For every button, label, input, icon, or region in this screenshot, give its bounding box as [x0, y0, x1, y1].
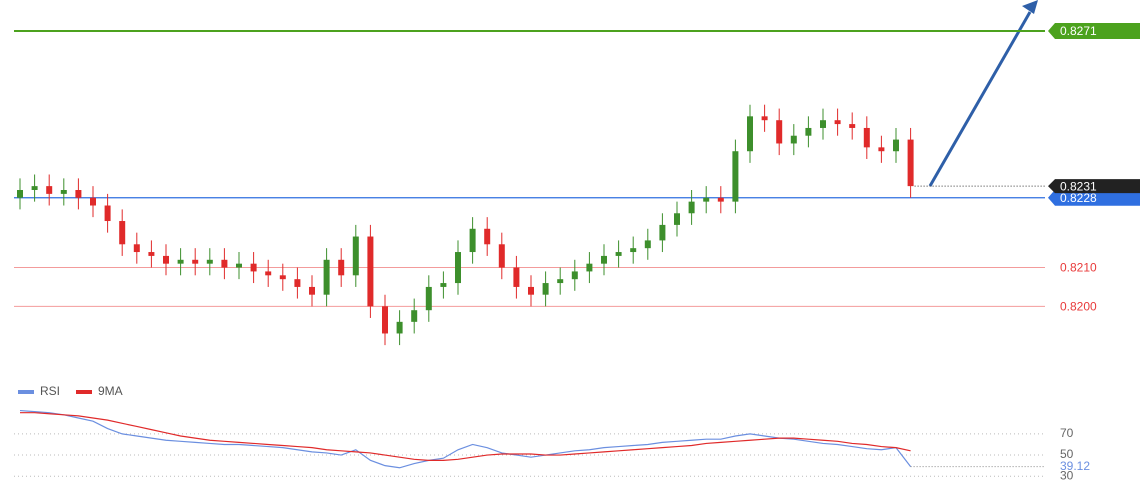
candle-body	[367, 236, 374, 307]
y-tick-label: 30	[1060, 468, 1074, 482]
candle-body	[440, 283, 447, 287]
candle-body	[630, 248, 637, 253]
candle-body	[411, 310, 418, 322]
candle-body	[834, 120, 841, 125]
candle-body	[250, 263, 257, 272]
rsi-line	[20, 412, 911, 461]
candle-body	[75, 190, 82, 198]
candle-body	[557, 279, 564, 284]
price-level-label: 0.8228	[1060, 191, 1097, 205]
candle-body	[221, 259, 228, 268]
candle-body	[528, 286, 534, 295]
candle-body	[192, 259, 199, 264]
candle-body	[17, 190, 23, 198]
candle-body	[820, 120, 826, 128]
price-level-label: 0.8271	[1060, 24, 1097, 38]
rsi-last-label: 39.12	[1060, 459, 1090, 473]
candle-body	[119, 221, 126, 245]
candle-body	[396, 321, 403, 334]
candle-body	[265, 271, 272, 276]
candle-body	[761, 116, 768, 121]
candle-body	[893, 139, 899, 152]
candle-body	[455, 252, 461, 284]
trend-arrow-head	[1022, 0, 1038, 14]
candle-body	[469, 228, 476, 253]
candle-body	[717, 197, 724, 202]
candle-body	[790, 135, 797, 144]
candle-body	[425, 286, 432, 311]
candle-body	[703, 197, 710, 202]
candle-body	[294, 279, 301, 287]
candle-body	[279, 275, 286, 280]
candle-body	[659, 224, 666, 241]
candle-body	[177, 259, 184, 264]
price-level-label: 0.8200	[1060, 299, 1097, 313]
candle-body	[907, 139, 914, 187]
candle-body	[31, 186, 38, 190]
candle-body	[586, 263, 593, 272]
candle-body	[206, 259, 213, 264]
candle-body	[805, 127, 812, 136]
candle-body	[498, 244, 505, 268]
last-price-box	[1048, 179, 1140, 194]
price-level-box	[1048, 23, 1140, 40]
candle-body	[133, 244, 140, 253]
candle-body	[148, 252, 155, 256]
candle-body	[60, 190, 67, 194]
candle-body	[849, 124, 856, 128]
candle-body	[688, 201, 695, 214]
legend-label: RSI	[40, 384, 60, 398]
candle-body	[163, 255, 169, 264]
candle-body	[484, 228, 491, 245]
candle-body	[863, 127, 870, 148]
candle-body	[601, 255, 607, 264]
candle-body	[615, 252, 622, 256]
candle-body	[90, 197, 96, 206]
candle-body	[747, 116, 753, 152]
price-level-box	[1048, 189, 1140, 206]
trend-arrow	[928, 11, 1032, 187]
rsi-line	[19, 409, 912, 469]
candle-body	[104, 205, 111, 222]
candle-body	[513, 267, 520, 287]
y-tick-label: 70	[1060, 426, 1074, 440]
candle-body	[571, 271, 578, 280]
candle-body	[338, 259, 345, 276]
candle-body	[674, 213, 680, 225]
y-tick-label: 50	[1060, 447, 1074, 461]
candle-body	[352, 236, 359, 276]
candle-body	[382, 306, 388, 334]
candle-body	[878, 147, 885, 152]
candle-body	[644, 240, 651, 249]
candle-body	[732, 151, 739, 202]
candle-body	[309, 286, 315, 295]
candle-body	[542, 283, 549, 295]
candle-body	[236, 263, 242, 268]
last-price-label: 0.8231	[1060, 179, 1097, 193]
price-level-label: 0.8210	[1060, 261, 1097, 275]
candle-body	[776, 120, 783, 144]
candle-body	[323, 259, 330, 295]
candle-body	[46, 186, 53, 194]
legend-label: 9MA	[98, 384, 123, 398]
